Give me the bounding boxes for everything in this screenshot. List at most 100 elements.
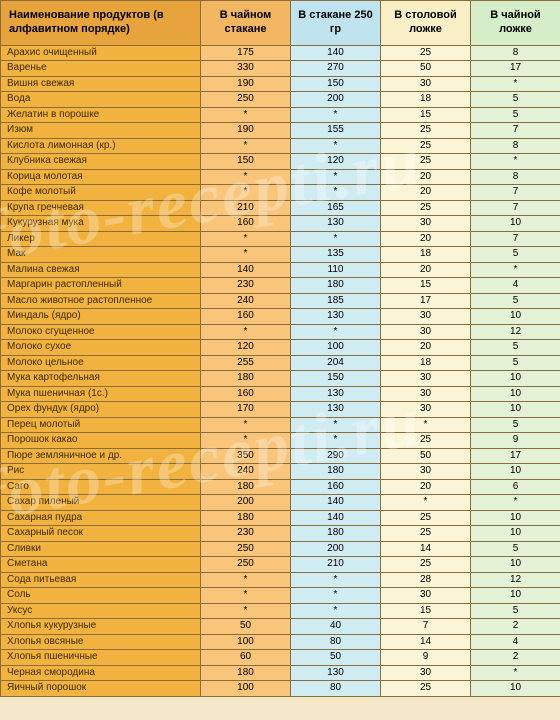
cell-teaspoon: 7 [471,185,560,201]
cell-teaspoon: 17 [471,448,560,464]
cell-tea-glass: 180 [201,479,291,495]
cell-product-name: Кукурузная мука [1,216,201,232]
cell-product-name: Желатин в порошке [1,107,201,123]
cell-tablespoon: 14 [381,541,471,557]
cell-teaspoon: * [471,154,560,170]
cell-product-name: Мука пшеничная (1с.) [1,386,201,402]
cell-teaspoon: 10 [471,588,560,604]
cell-product-name: Молоко сухое [1,340,201,356]
table-row: Клубника свежая15012025* [1,154,560,170]
cell-teaspoon: 2 [471,619,560,635]
cell-product-name: Яичный порошок [1,681,201,697]
cell-tea-glass: * [201,247,291,263]
cell-tablespoon: 20 [381,169,471,185]
cell-product-name: Арахис очищенный [1,45,201,61]
cell-glass-250: 290 [291,448,381,464]
cell-glass-250: 200 [291,541,381,557]
cell-glass-250: 140 [291,495,381,511]
cell-product-name: Клубника свежая [1,154,201,170]
header-tea-glass: В чайном стакане [201,1,291,46]
table-row: Молоко цельное255204185 [1,355,560,371]
cell-tablespoon: 7 [381,619,471,635]
cell-tea-glass: * [201,588,291,604]
cell-tablespoon: 15 [381,107,471,123]
table-row: Рис2401803010 [1,464,560,480]
cell-glass-250: 185 [291,293,381,309]
cell-tea-glass: 330 [201,61,291,77]
cell-tea-glass: 190 [201,123,291,139]
table-row: Молоко сухое120100205 [1,340,560,356]
cell-tablespoon: 50 [381,448,471,464]
cell-glass-250: 130 [291,216,381,232]
table-row: Крупа гречневая210165257 [1,200,560,216]
cell-tea-glass: 250 [201,557,291,573]
cell-glass-250: 270 [291,61,381,77]
cell-teaspoon: 10 [471,526,560,542]
table-row: Сахарная пудра1801402510 [1,510,560,526]
cell-product-name: Сахар пиленый [1,495,201,511]
cell-glass-250: 210 [291,557,381,573]
cell-teaspoon: 8 [471,138,560,154]
cell-tea-glass: * [201,324,291,340]
cell-glass-250: 135 [291,247,381,263]
cell-glass-250: 160 [291,479,381,495]
cell-tea-glass: * [201,231,291,247]
cell-tablespoon: 25 [381,123,471,139]
table-row: Соль**3010 [1,588,560,604]
cell-glass-250: 150 [291,76,381,92]
cell-tea-glass: 60 [201,650,291,666]
cell-tablespoon: 18 [381,247,471,263]
cell-tea-glass: 250 [201,541,291,557]
cell-glass-250: * [291,169,381,185]
cell-teaspoon: 10 [471,216,560,232]
cell-tea-glass: 230 [201,526,291,542]
cell-glass-250: * [291,603,381,619]
cell-tablespoon: 30 [381,309,471,325]
cell-teaspoon: 7 [471,231,560,247]
table-row: Уксус**155 [1,603,560,619]
cell-glass-250: 130 [291,402,381,418]
table-row: Изюм190155257 [1,123,560,139]
cell-product-name: Перец молотый [1,417,201,433]
cell-tablespoon: 30 [381,386,471,402]
cell-glass-250: * [291,572,381,588]
cell-tablespoon: 25 [381,557,471,573]
cell-tea-glass: 50 [201,619,291,635]
cell-tablespoon: 20 [381,185,471,201]
cell-teaspoon: 10 [471,464,560,480]
cell-glass-250: 204 [291,355,381,371]
cell-product-name: Масло животное растопленное [1,293,201,309]
cell-product-name: Рис [1,464,201,480]
table-row: Миндаль (ядро)1601303010 [1,309,560,325]
header-tablespoon: В столовой ложке [381,1,471,46]
cell-teaspoon: 5 [471,293,560,309]
table-row: Маргарин растопленный230180154 [1,278,560,294]
cell-tablespoon: 15 [381,603,471,619]
cell-glass-250: 155 [291,123,381,139]
cell-teaspoon: 12 [471,324,560,340]
cell-teaspoon: * [471,495,560,511]
cell-teaspoon: 8 [471,169,560,185]
cell-tea-glass: 160 [201,216,291,232]
table-row: Малина свежая14011020* [1,262,560,278]
measures-table: Наименование продуктов (в алфавитном пор… [0,0,560,697]
cell-product-name: Соль [1,588,201,604]
cell-tablespoon: 28 [381,572,471,588]
cell-teaspoon: * [471,262,560,278]
table-row: Желатин в порошке**155 [1,107,560,123]
cell-tea-glass: * [201,169,291,185]
cell-tea-glass: 100 [201,681,291,697]
cell-tablespoon: 25 [381,154,471,170]
cell-tea-glass: * [201,603,291,619]
cell-tea-glass: * [201,433,291,449]
cell-tablespoon: 25 [381,45,471,61]
cell-teaspoon: 5 [471,603,560,619]
cell-glass-250: 180 [291,278,381,294]
cell-product-name: Кислота лимонная (кр.) [1,138,201,154]
header-name: Наименование продуктов (в алфавитном пор… [1,1,201,46]
cell-product-name: Корица молотая [1,169,201,185]
cell-tablespoon: 17 [381,293,471,309]
table-row: Сахар пиленый200140** [1,495,560,511]
cell-product-name: Хлопья кукурузные [1,619,201,635]
cell-tea-glass: * [201,572,291,588]
